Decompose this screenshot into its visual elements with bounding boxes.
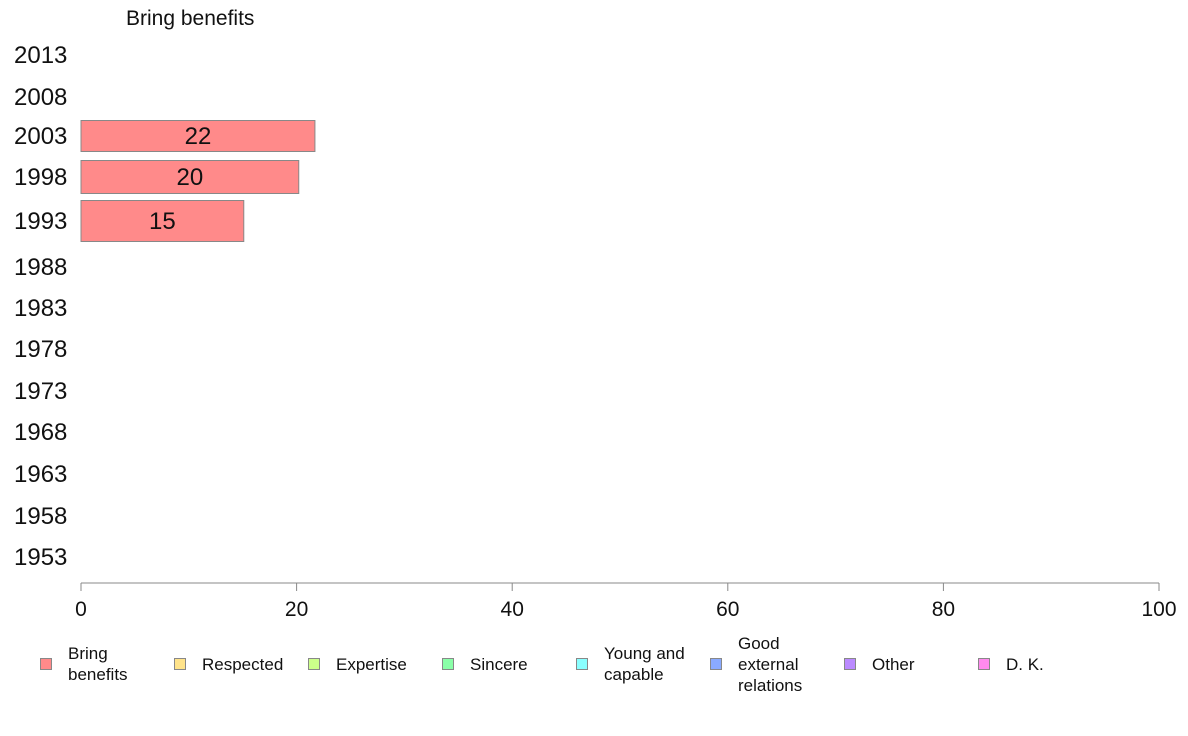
legend-swatch xyxy=(844,658,856,670)
legend-swatch xyxy=(710,658,722,670)
legend-swatch xyxy=(442,658,454,670)
legend-item: Sincere xyxy=(442,630,568,698)
y-tick-label: 1963 xyxy=(14,461,67,488)
legend-item: Other xyxy=(844,630,970,698)
legend-label: Expertise xyxy=(336,654,407,674)
x-tick-label: 60 xyxy=(716,598,739,621)
y-tick-label: 1983 xyxy=(14,295,67,322)
legend-swatch xyxy=(308,658,320,670)
bar-value-label: 20 xyxy=(177,164,204,191)
x-tick-label: 100 xyxy=(1141,598,1176,621)
legend-swatch xyxy=(576,658,588,670)
y-tick-label: 1993 xyxy=(14,208,67,235)
legend-label: Sincere xyxy=(470,654,528,674)
y-tick-label: 2013 xyxy=(14,42,67,69)
bar xyxy=(80,120,316,152)
y-tick-label: 1968 xyxy=(14,419,67,446)
y-tick-label: 2008 xyxy=(14,84,67,111)
legend-label: Respected xyxy=(202,654,284,674)
y-tick-label: 1958 xyxy=(14,503,67,530)
legend-swatch xyxy=(174,658,186,670)
y-tick-label: 1988 xyxy=(14,254,67,281)
y-tick-label: 2003 xyxy=(14,123,67,150)
legend-item: Good external relations xyxy=(710,630,836,698)
legend-item: Young and capable xyxy=(576,630,702,698)
y-tick-label: 1978 xyxy=(14,336,67,363)
bar-value-label: 15 xyxy=(149,208,176,235)
chart-title: Bring benefits xyxy=(126,7,255,30)
legend-swatch xyxy=(978,658,990,670)
legend-label: Bring benefits xyxy=(68,644,128,684)
legend-item: Bring benefits xyxy=(40,630,166,698)
legend: Bring benefits Respected Expertise Sincere Y… xyxy=(0,630,1188,710)
legend-label: Young and capable xyxy=(604,644,685,684)
legend-label: Other xyxy=(872,654,915,674)
legend-item: Respected xyxy=(174,630,300,698)
legend-swatch xyxy=(40,658,52,670)
x-tick-label: 0 xyxy=(75,598,87,621)
x-tick-label: 20 xyxy=(285,598,308,621)
y-tick-label: 1973 xyxy=(14,378,67,405)
x-tick-label: 40 xyxy=(501,598,524,621)
legend-item: D. K. xyxy=(978,630,1104,698)
y-tick-label: 1998 xyxy=(14,164,67,191)
x-tick-label: 80 xyxy=(932,598,955,621)
legend-label: D. K. xyxy=(1006,654,1044,674)
bar xyxy=(80,160,300,194)
bar-value-label: 22 xyxy=(185,123,212,150)
legend-label: Good external relations xyxy=(738,633,803,695)
y-tick-label: 1953 xyxy=(14,544,67,571)
bar xyxy=(80,200,245,242)
legend-item: Expertise xyxy=(308,630,434,698)
